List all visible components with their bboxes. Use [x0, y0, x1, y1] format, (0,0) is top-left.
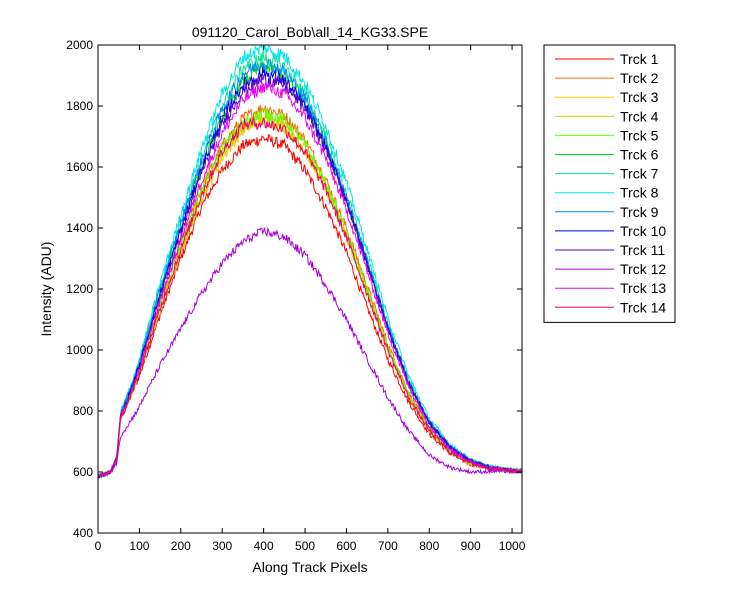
- series-line-12: [98, 226, 522, 479]
- legend-label: Trck 4: [620, 108, 659, 124]
- legend-box: [543, 44, 676, 323]
- legend-label: Trck 7: [620, 166, 659, 182]
- x-tick-label: 1000: [499, 539, 526, 553]
- y-tick-label: 1000: [66, 343, 93, 357]
- x-tick-label: 600: [336, 539, 356, 553]
- legend-label: Trck 9: [620, 204, 659, 220]
- y-tick-label: 800: [73, 404, 93, 418]
- legend-label: Trck 10: [620, 223, 666, 239]
- legend-label: Trck 3: [620, 89, 659, 105]
- y-tick-label: 600: [73, 465, 93, 479]
- series-layer: [98, 45, 522, 479]
- legend-label: Trck 6: [620, 147, 659, 163]
- x-tick-label: 100: [129, 539, 149, 553]
- legend-label: Trck 2: [620, 70, 659, 86]
- x-tick-label: 500: [295, 539, 315, 553]
- y-tick-label: 400: [73, 526, 93, 540]
- legend-label: Trck 1: [620, 51, 659, 67]
- x-axis-title: Along Track Pixels: [252, 559, 367, 575]
- x-tick-label: 900: [461, 539, 481, 553]
- legend-label: Trck 8: [620, 185, 659, 201]
- ticks-layer: 0 100 200 300 400 500 600 700 800 900 1000 400 600 80…: [66, 38, 525, 553]
- y-tick-label: 2000: [66, 38, 93, 52]
- legend-label: Trck 5: [620, 127, 659, 143]
- series-line-1: [98, 134, 522, 478]
- y-axis-title: Intensity (ADU): [38, 242, 54, 337]
- y-tick-label: 1600: [66, 160, 93, 174]
- series-line-14: [98, 116, 522, 478]
- x-tick-label: 0: [95, 539, 102, 553]
- x-tick-label: 300: [212, 539, 232, 553]
- legend-label: Trck 13: [620, 280, 666, 296]
- x-tick-label: 800: [419, 539, 439, 553]
- legend-label: Trck 11: [620, 242, 665, 258]
- chart-title: 091120_Carol_Bob\all_14_KG33.SPE: [192, 24, 428, 40]
- y-tick-label: 1800: [66, 99, 93, 113]
- x-tick-label: 700: [378, 539, 398, 553]
- series-line-13: [98, 82, 522, 478]
- series-line-11: [98, 72, 522, 479]
- legend: Trck 1 Trck 2 Trck 3 Trck 4 Trck 5 Trck 6 Trck…: [543, 44, 676, 323]
- x-tick-label: 400: [254, 539, 274, 553]
- y-tick-label: 1400: [66, 221, 93, 235]
- y-tick-label: 1200: [66, 282, 93, 296]
- legend-label: Trck 14: [620, 299, 666, 315]
- legend-label: Trck 12: [620, 261, 666, 277]
- x-tick-label: 200: [171, 539, 191, 553]
